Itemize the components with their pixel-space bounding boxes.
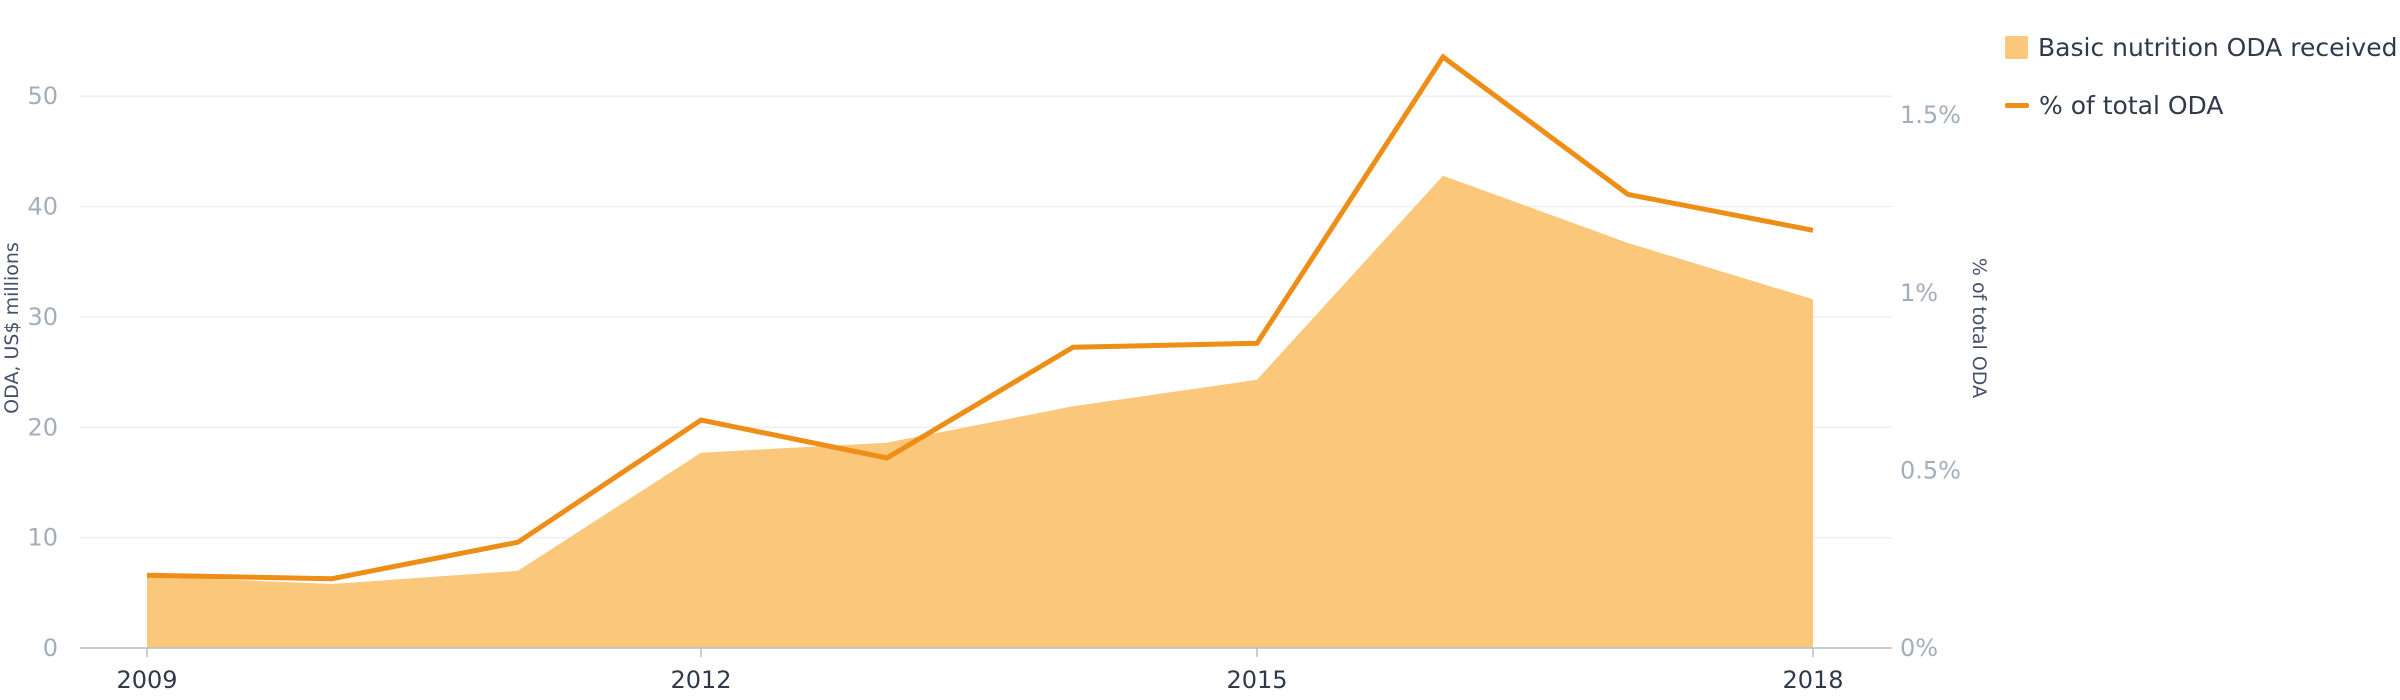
y-left-tick-label: 30 bbox=[27, 303, 58, 331]
legend-label-area: Basic nutrition ODA received bbox=[2038, 32, 2398, 62]
line-percent-total-oda bbox=[146, 53, 1814, 582]
y-right-tick-label: 1.5% bbox=[1900, 101, 1961, 129]
x-tick-label: 2018 bbox=[1782, 666, 1843, 694]
legend: Basic nutrition ODA received % of total … bbox=[2005, 18, 2397, 134]
y-left-tick-label: 50 bbox=[27, 82, 58, 110]
x-tick-label: 2015 bbox=[1226, 666, 1287, 694]
y-left-tick-label: 10 bbox=[27, 524, 58, 552]
y-left-tick-label: 40 bbox=[27, 193, 58, 221]
y-left-axis-title: ODA, US$ millions bbox=[1, 242, 23, 414]
area-series bbox=[147, 175, 1813, 648]
y-left-tick-label: 0 bbox=[43, 634, 58, 662]
legend-item-area[interactable]: Basic nutrition ODA received bbox=[2005, 18, 2397, 76]
legend-item-line[interactable]: % of total ODA bbox=[2005, 76, 2397, 134]
area-basic-nutrition-oda bbox=[147, 175, 1813, 648]
y-left-tick-label: 20 bbox=[27, 413, 58, 441]
axes: 0 10 20 30 40 50 0% 0.5% 1% 1.5% 2009 2012 2015 2018 bbox=[27, 82, 1961, 694]
y-right-tick-label: 0% bbox=[1900, 634, 1938, 662]
y-right-axis-title: % of total ODA bbox=[1968, 258, 1990, 398]
legend-swatch-line bbox=[2005, 102, 2029, 108]
x-tick-label: 2009 bbox=[116, 666, 177, 694]
legend-label-line: % of total ODA bbox=[2039, 90, 2224, 120]
line-series bbox=[146, 53, 1814, 582]
y-right-tick-label: 0.5% bbox=[1900, 456, 1961, 484]
y-right-tick-label: 1% bbox=[1900, 279, 1938, 307]
legend-swatch-area bbox=[2005, 35, 2028, 59]
x-tick-label: 2012 bbox=[670, 666, 731, 694]
